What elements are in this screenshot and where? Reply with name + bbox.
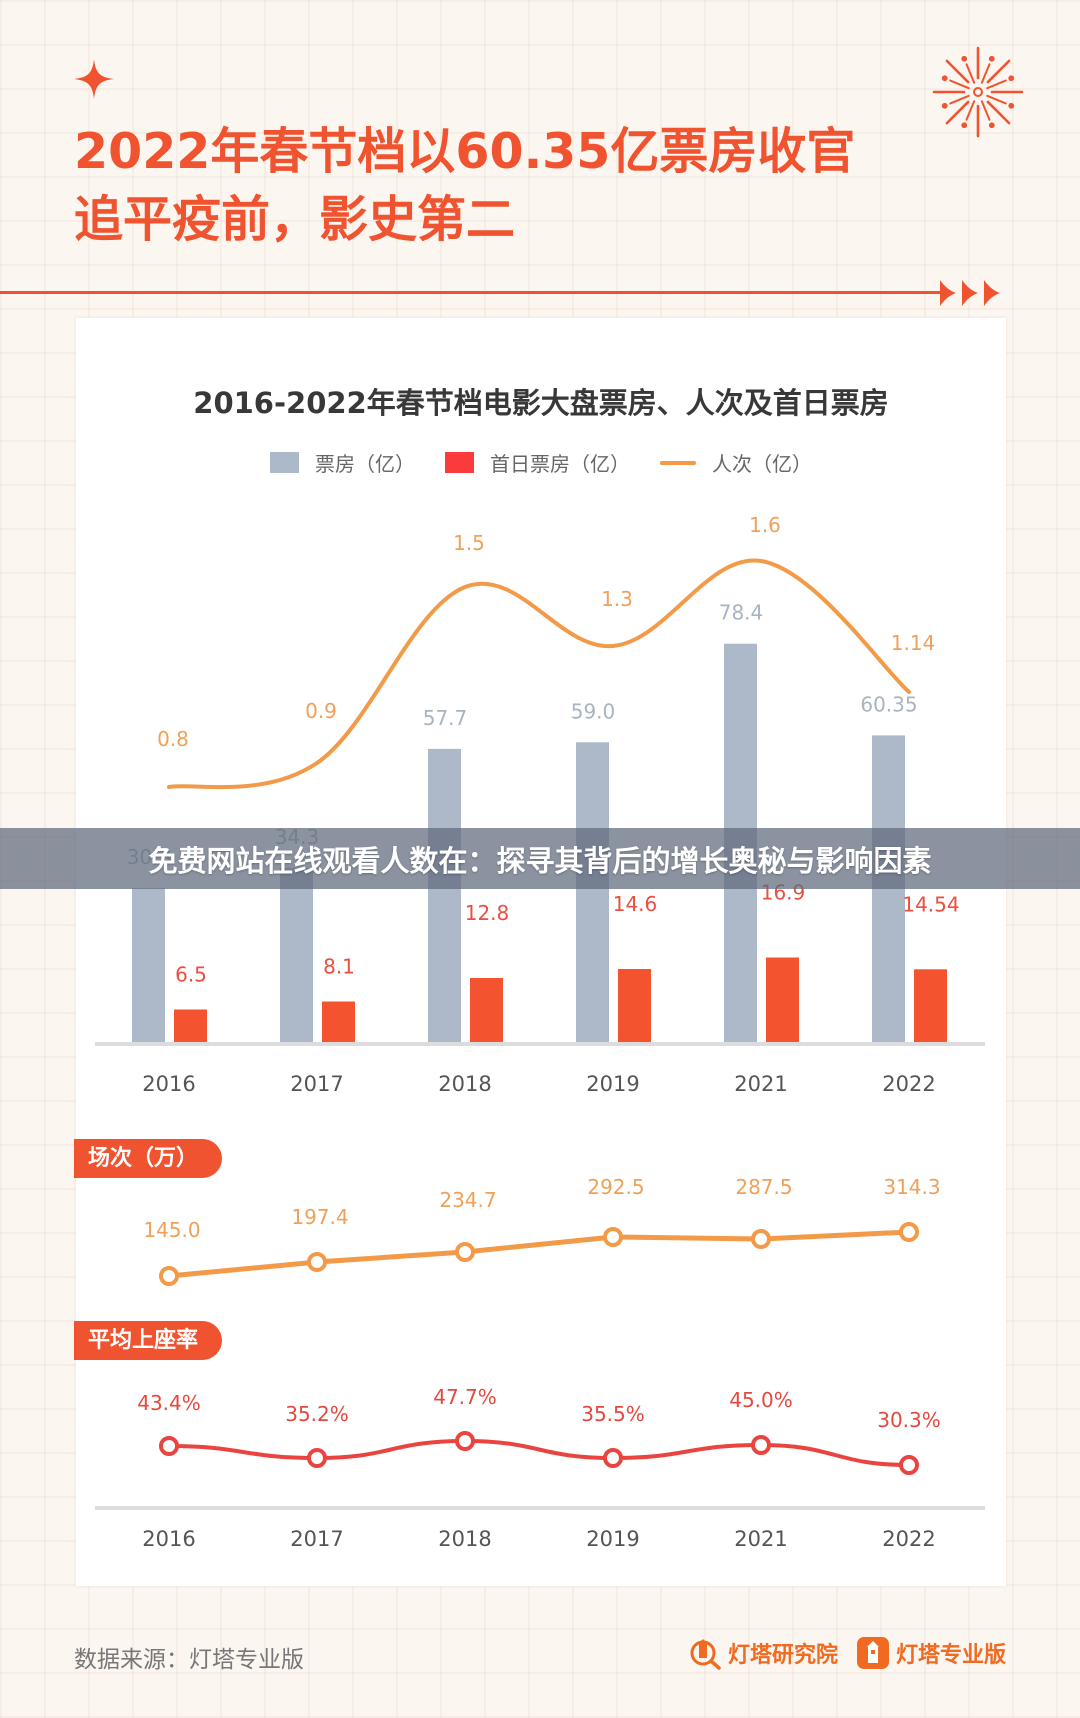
magnifier-lighthouse-icon xyxy=(690,1639,721,1670)
legend-item-box-office: 票房（亿） xyxy=(270,448,415,477)
svg-text:1.14: 1.14 xyxy=(891,631,936,655)
overlay-banner-text: 免费网站在线观看人数在：探寻其背后的增长奥秘与影响因素 xyxy=(148,843,932,878)
svg-text:2019: 2019 xyxy=(586,1527,639,1551)
svg-text:2017: 2017 xyxy=(290,1072,343,1096)
svg-text:1.5: 1.5 xyxy=(453,531,485,555)
svg-text:2022: 2022 xyxy=(882,1527,935,1551)
svg-text:2016: 2016 xyxy=(142,1527,195,1551)
svg-text:145.0: 145.0 xyxy=(143,1218,200,1242)
svg-text:287.5: 287.5 xyxy=(735,1175,792,1199)
svg-text:292.5: 292.5 xyxy=(587,1175,644,1199)
sparkle-star-icon xyxy=(74,59,114,99)
triple-arrow-icon xyxy=(940,280,1000,306)
svg-text:57.7: 57.7 xyxy=(423,706,468,730)
svg-text:30.3%: 30.3% xyxy=(877,1408,941,1432)
legend-item-first-day: 首日票房（亿） xyxy=(445,448,630,477)
svg-text:1.6: 1.6 xyxy=(749,513,781,537)
svg-text:60.35: 60.35 xyxy=(860,692,917,716)
svg-text:314.3: 314.3 xyxy=(883,1175,940,1199)
svg-text:45.0%: 45.0% xyxy=(729,1388,793,1412)
logo-pro-edition-text: 灯塔专业版 xyxy=(895,1643,1006,1668)
legend-swatch-line-icon xyxy=(660,460,696,465)
svg-text:1.3: 1.3 xyxy=(601,587,633,611)
logo-pro-edition: 灯塔专业版 xyxy=(856,1636,1006,1670)
svg-text:2017: 2017 xyxy=(290,1527,343,1551)
logo-research-institute-text: 灯塔研究院 xyxy=(727,1643,838,1668)
svg-text:234.7: 234.7 xyxy=(439,1188,496,1212)
svg-text:2021: 2021 xyxy=(734,1072,787,1096)
svg-text:2019: 2019 xyxy=(586,1072,639,1096)
svg-text:12.8: 12.8 xyxy=(465,901,510,925)
legend-swatch-bar-icon xyxy=(270,452,299,473)
legend-item-admissions: 人次（亿） xyxy=(660,448,812,477)
svg-text:0.8: 0.8 xyxy=(157,727,189,751)
svg-text:14.6: 14.6 xyxy=(613,892,658,916)
svg-text:78.4: 78.4 xyxy=(719,601,764,625)
svg-text:59.0: 59.0 xyxy=(571,699,616,723)
footer-logos: 灯塔研究院 灯塔专业版 xyxy=(688,1636,1006,1670)
svg-text:2022: 2022 xyxy=(882,1072,935,1096)
divider-rule xyxy=(0,291,940,294)
section-label-screenings: 场次（万） xyxy=(74,1139,223,1178)
legend-label: 票房（亿） xyxy=(315,452,415,476)
title-line-1: 2022年春节档以60.35亿票房收官 xyxy=(74,123,856,180)
svg-text:6.5: 6.5 xyxy=(175,963,207,987)
page-title: 2022年春节档以60.35亿票房收官 追平疫前，影史第二 xyxy=(74,118,855,254)
svg-text:2018: 2018 xyxy=(438,1527,491,1551)
chart-legend: 票房（亿） 首日票房（亿） 人次（亿） xyxy=(76,448,1006,477)
chart-title: 2016-2022年春节档电影大盘票房、人次及首日票房 xyxy=(193,386,889,420)
chart-card: 2016-2022年春节档电影大盘票房、人次及首日票房 票房（亿） 首日票房（亿… xyxy=(74,318,1006,1586)
title-line-2: 追平疫前，影史第二 xyxy=(74,191,516,248)
legend-label: 人次（亿） xyxy=(712,452,812,476)
legend-swatch-bar-icon xyxy=(445,452,474,473)
section-label-occupancy: 平均上座率 xyxy=(74,1321,223,1360)
svg-text:47.7%: 47.7% xyxy=(433,1385,497,1409)
logo-research-institute: 灯塔研究院 xyxy=(688,1636,838,1670)
overlay-banner: 免费网站在线观看人数在：探寻其背后的增长奥秘与影响因素 xyxy=(0,828,1080,889)
svg-text:2021: 2021 xyxy=(734,1527,787,1551)
firework-icon xyxy=(932,46,1024,138)
svg-text:35.2%: 35.2% xyxy=(285,1402,349,1426)
legend-label: 首日票房（亿） xyxy=(490,452,630,476)
svg-text:2016: 2016 xyxy=(142,1072,195,1096)
svg-text:14.54: 14.54 xyxy=(902,892,959,916)
svg-text:0.9: 0.9 xyxy=(305,699,337,723)
svg-text:8.1: 8.1 xyxy=(323,955,355,979)
svg-text:35.5%: 35.5% xyxy=(581,1402,645,1426)
svg-text:2018: 2018 xyxy=(438,1072,491,1096)
data-source: 数据来源：灯塔专业版 xyxy=(74,1647,304,1673)
svg-text:197.4: 197.4 xyxy=(291,1205,348,1229)
lighthouse-app-icon xyxy=(856,1637,889,1669)
chart-plot-area: 30.36.5201634.38.1201757.712.8201859.014… xyxy=(95,513,985,1551)
svg-text:43.4%: 43.4% xyxy=(137,1391,201,1415)
